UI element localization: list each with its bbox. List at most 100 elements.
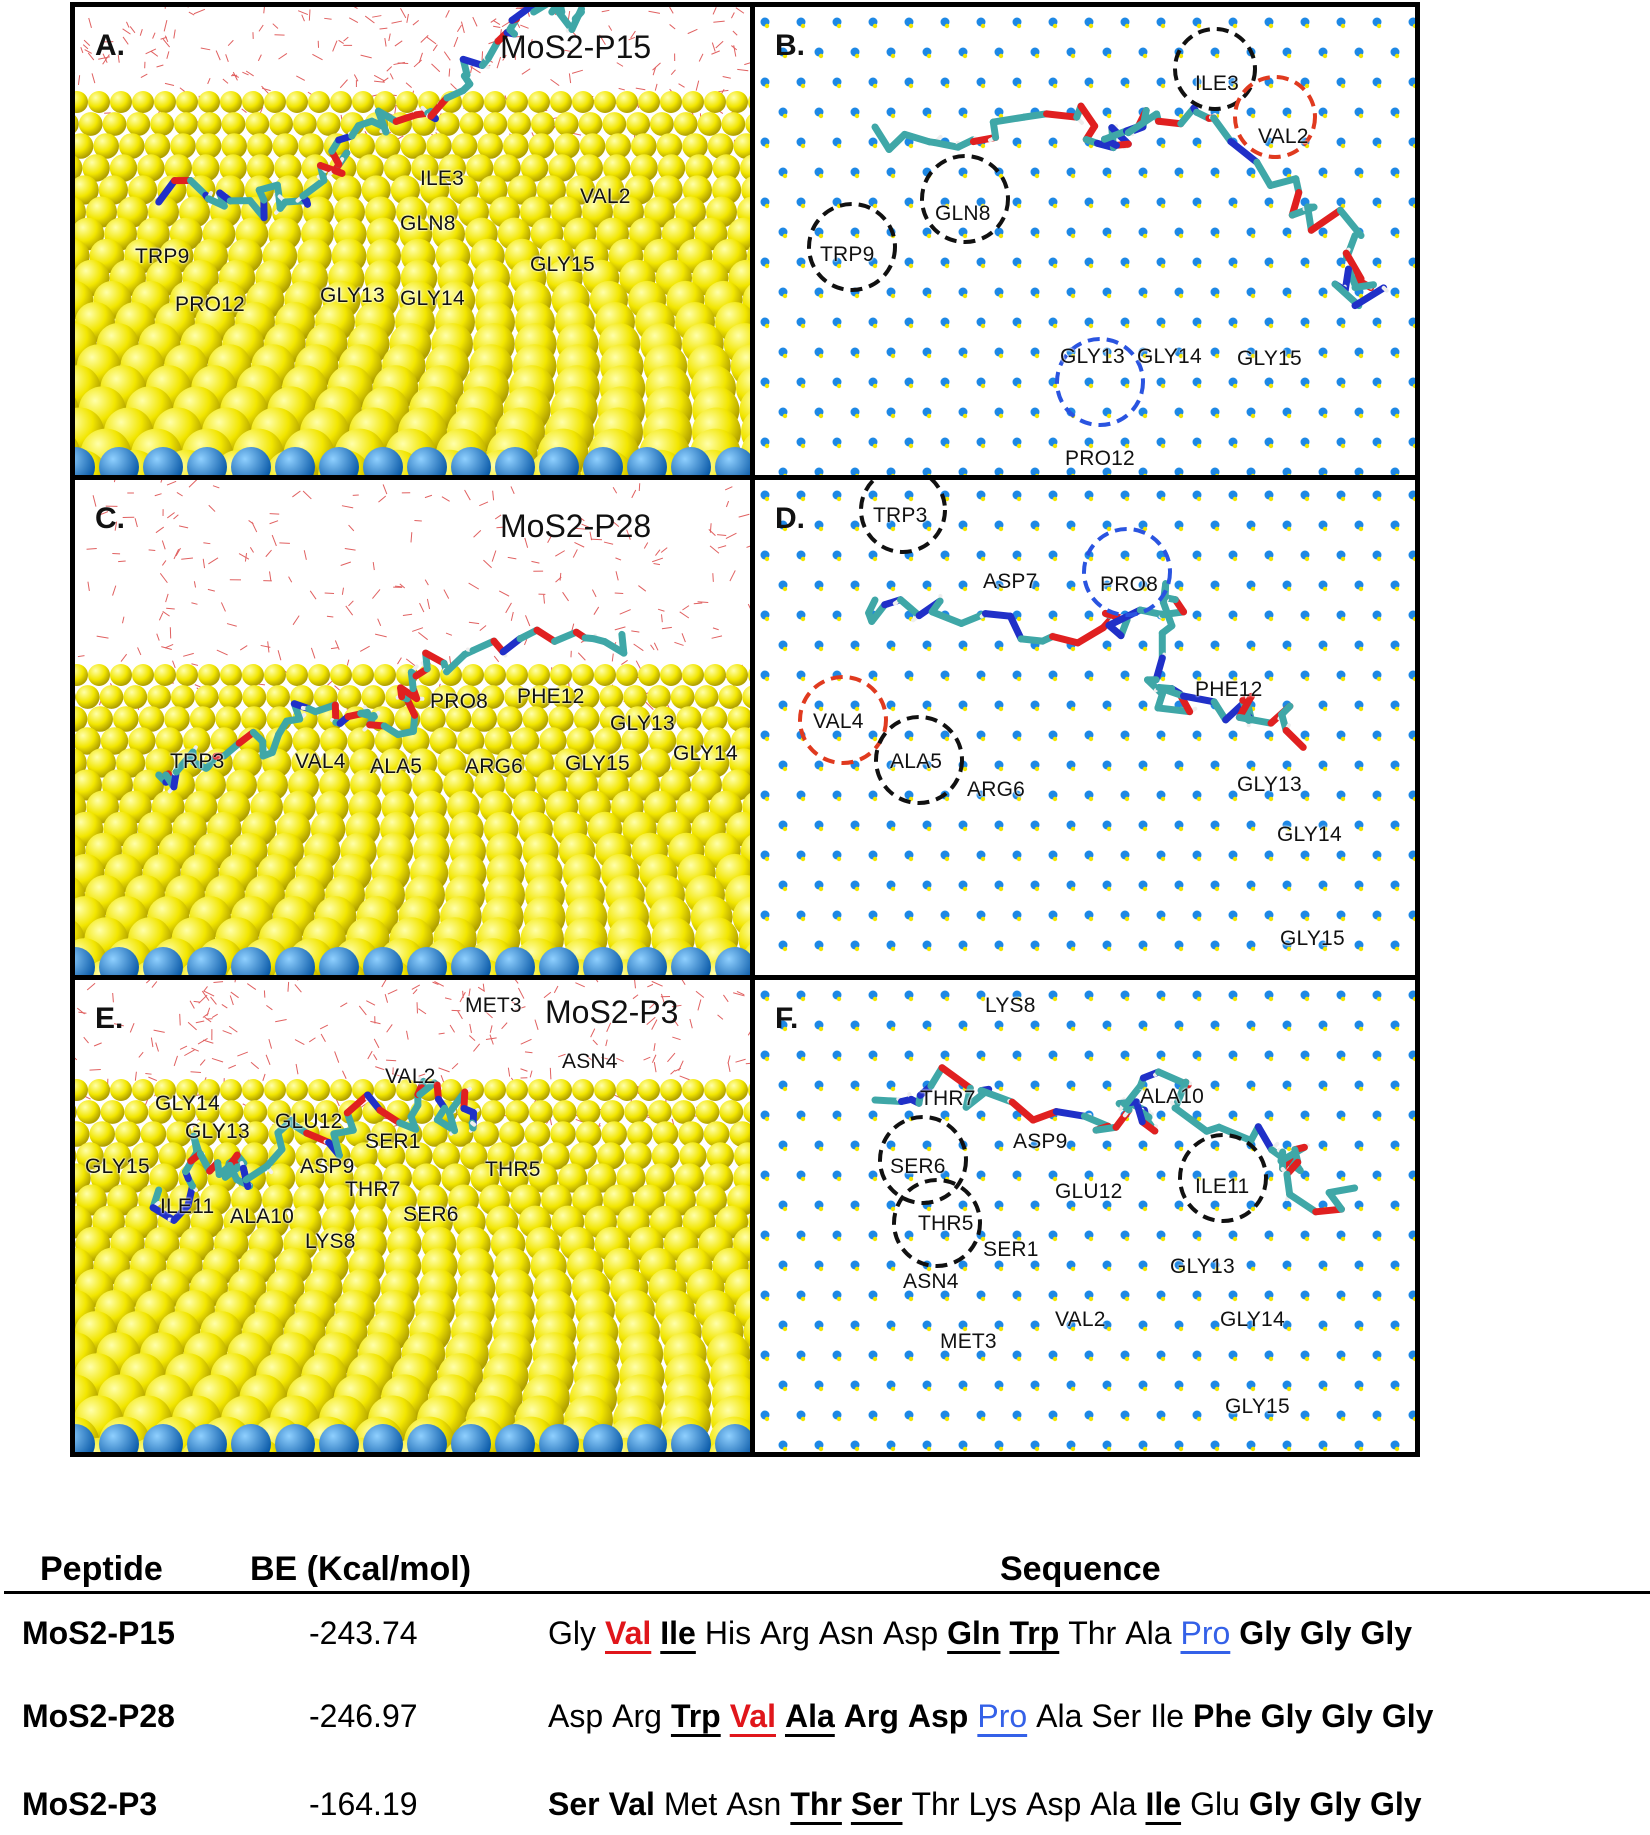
residue-label: ILE11 <box>1195 1175 1250 1198</box>
table-rule <box>4 1591 1650 1594</box>
amino-acid: Phe <box>1192 1698 1252 1734</box>
amino-acid: Ile <box>1145 1786 1182 1822</box>
panel-a: A. MoS2-P15 ILE3 VAL2 GLN8 TRP9 GLY15 GL… <box>70 2 755 480</box>
interaction-circles <box>878 1115 1268 1268</box>
sequence: Gly Val Ile His Arg Asn Asp Gln Trp Thr Ala Pro Gly G… <box>548 1615 1421 1652</box>
binding-energy: -164.19 <box>309 1786 418 1822</box>
header-sequence: Sequence <box>1000 1550 1161 1588</box>
amino-acid: Thr <box>1068 1615 1117 1651</box>
residue-label: SER1 <box>365 1130 421 1153</box>
residue-label: ALA10 <box>1140 1085 1205 1108</box>
amino-acid: Ala <box>784 1698 835 1734</box>
amino-acid: Met <box>663 1786 718 1822</box>
panel-title: MoS2-P28 <box>500 508 652 544</box>
amino-acid: Trp <box>1009 1615 1060 1651</box>
amino-acid: Asp <box>907 1698 969 1734</box>
figure: A. MoS2-P15 ILE3 VAL2 GLN8 TRP9 GLY15 GL… <box>70 2 1420 1457</box>
interaction-circles <box>798 480 1172 805</box>
header-be: BE (Kcal/mol) <box>250 1550 472 1588</box>
residue-label: GLY13 <box>1237 773 1302 796</box>
residue-label: THR5 <box>918 1212 974 1235</box>
panel-label: A. <box>95 29 125 62</box>
amino-acid: Asn <box>818 1615 874 1651</box>
peptide-model <box>155 626 628 794</box>
residue-label: GLY15 <box>1280 927 1345 950</box>
amino-acid: Ser <box>1091 1698 1142 1734</box>
amino-acid: Trp <box>670 1698 721 1734</box>
binding-energy: -243.74 <box>309 1615 418 1651</box>
binding-energy: -246.97 <box>309 1698 418 1734</box>
sequence: Ser Val Met Asn Thr Ser Thr Lys Asp Ala Ile Glu Gly G… <box>548 1786 1431 1823</box>
amino-acid: Glu <box>1190 1786 1240 1822</box>
peptide-name: MoS2-P28 <box>22 1698 175 1734</box>
header-peptide: Peptide <box>40 1550 163 1588</box>
mos2-slab <box>75 1079 750 1452</box>
residue-label: GLN8 <box>935 202 991 225</box>
residue-label: PRO12 <box>1065 447 1135 470</box>
residue-label: GLY15 <box>85 1155 150 1178</box>
panel-c: C. MoS2-P28 PRO8 PHE12 GLY13 GLY14 TRP3 … <box>70 475 755 980</box>
residue-label: TRP9 <box>820 243 875 266</box>
panel-d-render <box>755 480 1415 975</box>
amino-acid: Gly <box>1321 1698 1373 1734</box>
amino-acid: Ser <box>850 1786 903 1822</box>
mos2-slab <box>75 664 750 975</box>
residue-label: GLY13 <box>320 284 385 307</box>
residue-label: ASP7 <box>983 570 1038 593</box>
residue-label: GLN8 <box>400 212 456 235</box>
mos2-lattice <box>755 7 1415 475</box>
amino-acid: Thr <box>911 1786 960 1822</box>
residue-label: GLU12 <box>275 1110 343 1133</box>
panel-label: C. <box>95 502 125 535</box>
residue-label: ASN4 <box>903 1270 959 1293</box>
mos2-lattice <box>755 980 1415 1452</box>
panel-title: MoS2-P15 <box>500 29 652 65</box>
residue-label: GLU12 <box>1055 1180 1123 1203</box>
residue-label: LYS8 <box>985 994 1036 1017</box>
residue-label: VAL4 <box>295 750 346 773</box>
amino-acid: Ile <box>660 1615 696 1651</box>
residue-label: TRP9 <box>135 245 190 268</box>
residue-label: VAL2 <box>580 185 631 208</box>
residue-label: PHE12 <box>1195 678 1263 701</box>
mos2-slab <box>75 91 750 475</box>
panel-a-render <box>75 7 750 475</box>
amino-acid: Pro <box>1180 1615 1231 1651</box>
residue-label: THR5 <box>485 1158 541 1181</box>
residue-label: TRP3 <box>170 750 225 773</box>
panel-f-render <box>755 980 1415 1452</box>
peptide-name: MoS2-P3 <box>22 1786 158 1822</box>
amino-acid: Gly <box>1299 1615 1352 1651</box>
amino-acid: Arg <box>612 1698 662 1734</box>
amino-acid: Lys <box>968 1786 1018 1822</box>
residue-label: THR7 <box>345 1178 401 1201</box>
residue-label: GLY15 <box>1225 1395 1290 1418</box>
panel-f: F. LYS8 THR7 ALA10 ASP9 SER6 ILE11 GLU12… <box>750 975 1420 1457</box>
residue-label: PHE12 <box>517 685 585 708</box>
panel-e-render <box>75 980 750 1452</box>
panel-title: MoS2-P3 <box>545 994 679 1030</box>
peptide-model <box>149 1076 480 1224</box>
amino-acid: Gly <box>1239 1615 1291 1651</box>
residue-label: LYS8 <box>305 1230 356 1253</box>
residue-label: SER1 <box>983 1238 1039 1261</box>
residue-label: GLY15 <box>530 253 595 276</box>
amino-acid: His <box>704 1615 752 1651</box>
amino-acid: Thr <box>790 1786 842 1822</box>
residue-label: GLY15 <box>1237 347 1302 370</box>
amino-acid: Ala <box>1090 1786 1137 1822</box>
peptide-model <box>865 580 1307 751</box>
residue-label: ALA10 <box>230 1205 295 1228</box>
amino-acid: Gly <box>1381 1698 1434 1734</box>
residue-label: VAL4 <box>813 710 864 733</box>
amino-acid: Asp <box>548 1698 604 1734</box>
amino-acid: Gly <box>1248 1786 1301 1822</box>
residue-label: MET3 <box>465 994 522 1017</box>
amino-acid: Arg <box>843 1698 899 1734</box>
interaction-circles <box>807 27 1317 427</box>
peptide-model <box>871 100 1389 310</box>
residue-label: GLY13 <box>1170 1255 1235 1278</box>
residue-label: MET3 <box>940 1330 997 1353</box>
residue-label: THR7 <box>920 1087 976 1110</box>
panel-b: B. ILE3 VAL2 GLN8 TRP9 GLY13 GLY14 GLY15… <box>750 2 1420 480</box>
